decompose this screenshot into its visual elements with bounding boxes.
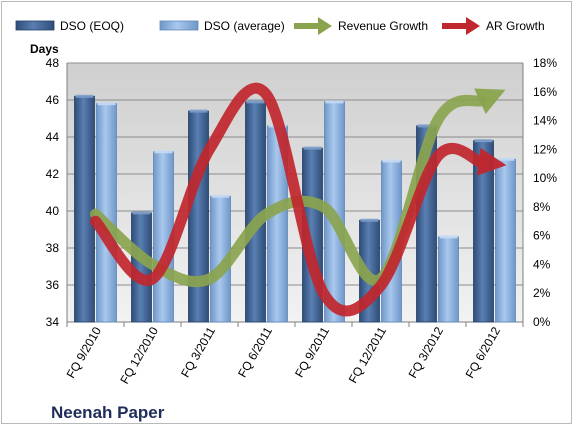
y-tick-label: 46 [46,93,60,107]
bar-cap [189,109,208,113]
y-tick-label: 34 [46,315,60,329]
y-tick-label: 44 [46,130,60,144]
bar-dso-eoq [74,95,95,323]
y2-tick-label: 16% [533,85,557,99]
x-tick-label: FQ 6/2012 [463,324,504,380]
y-tick-label: 38 [46,241,60,255]
legend-arrow-head [318,17,332,35]
bar-cap [211,194,230,198]
legend: DSO (EOQ) DSO (average) Revenue Growth AR G… [15,17,545,35]
bar-cap [246,100,265,104]
y2-tick-label: 8% [533,200,551,214]
y2-tick-label: 14% [533,114,557,128]
bar-dso-average [438,236,459,323]
legend-label: Revenue Growth [338,19,428,33]
y-axis-title: Days [30,42,59,56]
plot-area: 34 36 38 40 42 44 46 48 0% 2% 4% 6% 8% 10% 12% 14% 16% 18… [46,56,558,386]
ar-growth-arrowhead [476,147,507,176]
x-tick-label: FQ 6/2011 [235,324,275,380]
bar-cap [496,157,515,161]
y2-tick-label: 10% [533,171,557,185]
legend-label: DSO (EOQ) [60,19,124,33]
bar-cap [97,102,116,106]
legend-swatch [159,20,199,31]
x-tick-label: FQ 12/2011 [346,324,390,385]
bar-cap [417,124,436,128]
y2-tick-label: 2% [533,286,551,300]
y-tick-label: 40 [46,204,60,218]
bar-cap [303,146,322,150]
legend-label: AR Growth [486,19,545,33]
bar-cap [474,139,493,143]
legend-arrow-head [466,17,480,35]
bar-cap [75,94,94,98]
revenue-growth-line [90,94,488,288]
x-tick-label: FQ 3/2011 [178,324,218,380]
y2-tick-label: 6% [533,229,551,243]
y2-tick-label: 18% [533,56,557,70]
bar-cap [325,100,344,104]
y-tick-label: 48 [46,56,60,70]
revenue-growth-arrowhead [474,88,506,115]
ar-growth-line [90,82,487,317]
bar-cap [132,211,151,215]
x-tick-label: FQ 3/2012 [406,324,447,380]
bar-cap [360,218,379,222]
bar-cap [439,235,458,239]
legend-swatch [15,20,55,31]
y-tick-label: 36 [46,278,60,292]
bar-dso-eoq [188,110,209,323]
y2-tick-label: 4% [533,257,551,271]
y2-tick-label: 0% [533,315,551,329]
y2-tick-label: 12% [533,142,557,156]
y-tick-label: 42 [46,167,60,181]
legend-label: DSO (average) [204,19,285,33]
x-tick-label: FQ 9/2011 [292,324,332,380]
bar-cap [154,150,173,154]
x-tick-label: FQ 9/2010 [64,324,105,380]
x-tick-label: FQ 12/2010 [117,324,161,386]
company-name: Neenah Paper [51,403,165,422]
bar-cap [382,159,401,163]
bar-dso-average [495,158,516,323]
